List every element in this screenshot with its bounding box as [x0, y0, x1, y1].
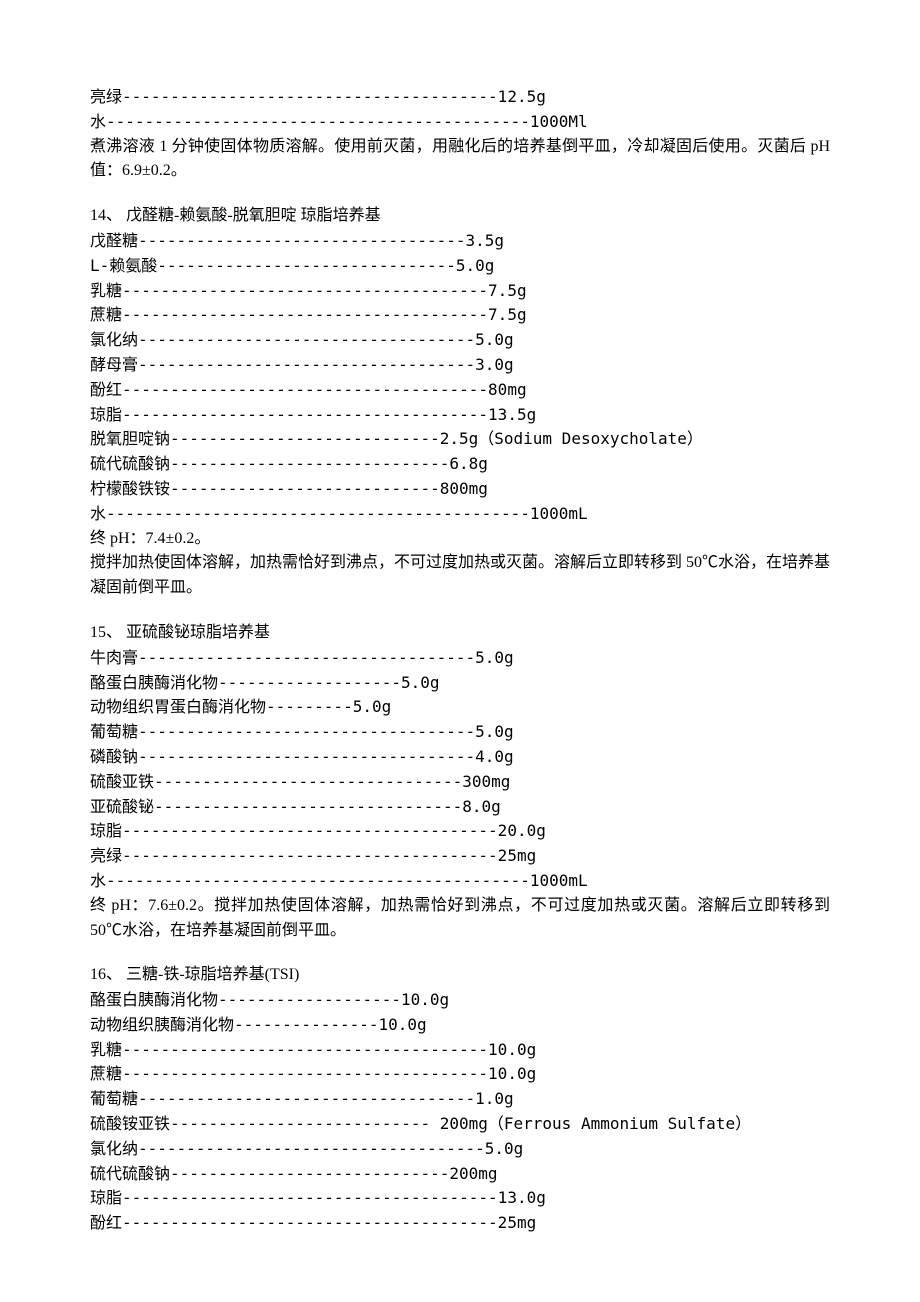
instruction-note: 终 pH：7.6±0.2。搅拌加热使固体溶解，加热需恰好到沸点，不可过度加热或灭… [90, 894, 830, 944]
instruction-note: 煮沸溶液 1 分钟使固体物质溶解。使用前灭菌，用融化后的培养基倒平皿，冷却凝固后… [90, 135, 830, 185]
section-13-tail: 亮绿--------------------------------------… [90, 85, 830, 184]
ingredient-line: 蔗糖--------------------------------------… [90, 1062, 830, 1087]
ingredient-line: 琼脂--------------------------------------… [90, 1186, 830, 1211]
ingredient-line: 硫代硫酸钠-----------------------------6.8g [90, 452, 830, 477]
ingredient-line: 戊醛糖----------------------------------3.5… [90, 229, 830, 254]
ingredient-line: 水---------------------------------------… [90, 502, 830, 527]
ingredient-line: 亮绿--------------------------------------… [90, 844, 830, 869]
ingredient-line: 动物组织胰酶消化物---------------10.0g [90, 1013, 830, 1038]
ingredient-line: 动物组织胃蛋白酶消化物---------5.0g [90, 695, 830, 720]
ingredient-list: 酪蛋白胰酶消化物-------------------10.0g动物组织胰酶消化… [90, 988, 830, 1236]
document-page: 亮绿--------------------------------------… [0, 0, 920, 1276]
ingredient-line: 磷酸钠-----------------------------------4.… [90, 745, 830, 770]
ingredient-line: 琼脂--------------------------------------… [90, 403, 830, 428]
ingredient-line: 脱氧胆啶钠----------------------------2.5g（So… [90, 427, 830, 452]
ingredient-list: 戊醛糖----------------------------------3.5… [90, 229, 830, 527]
section-title: 15、 亚硫酸铋琼脂培养基 [90, 621, 830, 646]
section-title: 14、 戊醛糖-赖氨酸-脱氧胆啶 琼脂培养基 [90, 204, 830, 229]
ingredient-line: 酪蛋白胰酶消化物-------------------10.0g [90, 988, 830, 1013]
ingredient-line: 氯化纳-----------------------------------5.… [90, 328, 830, 353]
ingredient-line: 乳糖--------------------------------------… [90, 279, 830, 304]
section-14: 14、 戊醛糖-赖氨酸-脱氧胆啶 琼脂培养基 戊醛糖--------------… [90, 204, 830, 601]
ingredient-line: 硫酸铵亚铁--------------------------- 200mg（F… [90, 1112, 830, 1137]
ingredient-line: 葡萄糖-----------------------------------5.… [90, 720, 830, 745]
ingredient-line: 琼脂--------------------------------------… [90, 819, 830, 844]
ingredient-line: 亚硫酸铋--------------------------------8.0g [90, 795, 830, 820]
ingredient-line: 酚红--------------------------------------… [90, 1211, 830, 1236]
ingredient-line: 牛肉膏-----------------------------------5.… [90, 646, 830, 671]
ingredient-line: 酪蛋白胰酶消化物-------------------5.0g [90, 671, 830, 696]
ingredient-line: 柠檬酸铁铵----------------------------800mg [90, 477, 830, 502]
ingredient-list: 亮绿--------------------------------------… [90, 85, 830, 135]
ingredient-line: 硫代硫酸钠-----------------------------200mg [90, 1162, 830, 1187]
ingredient-line: 氯化纳------------------------------------5… [90, 1137, 830, 1162]
ingredient-line: 酚红--------------------------------------… [90, 378, 830, 403]
section-15: 15、 亚硫酸铋琼脂培养基 牛肉膏-----------------------… [90, 621, 830, 943]
ingredient-line: 水---------------------------------------… [90, 869, 830, 894]
section-title: 16、 三糖-铁-琼脂培养基(TSI) [90, 963, 830, 988]
section-16: 16、 三糖-铁-琼脂培养基(TSI) 酪蛋白胰酶消化物------------… [90, 963, 830, 1236]
ingredient-line: 乳糖--------------------------------------… [90, 1038, 830, 1063]
ingredient-line: 酵母膏-----------------------------------3.… [90, 353, 830, 378]
instruction-note: 搅拌加热使固体溶解，加热需恰好到沸点，不可过度加热或灭菌。溶解后立即转移到 50… [90, 551, 830, 601]
ingredient-list: 牛肉膏-----------------------------------5.… [90, 646, 830, 894]
ingredient-line: 亮绿--------------------------------------… [90, 85, 830, 110]
ingredient-line: L-赖氨酸-------------------------------5.0g [90, 254, 830, 279]
ph-line: 终 pH：7.4±0.2。 [90, 527, 830, 552]
ingredient-line: 葡萄糖-----------------------------------1.… [90, 1087, 830, 1112]
ingredient-line: 蔗糖--------------------------------------… [90, 303, 830, 328]
ingredient-line: 硫酸亚铁--------------------------------300m… [90, 770, 830, 795]
ingredient-line: 水---------------------------------------… [90, 110, 830, 135]
